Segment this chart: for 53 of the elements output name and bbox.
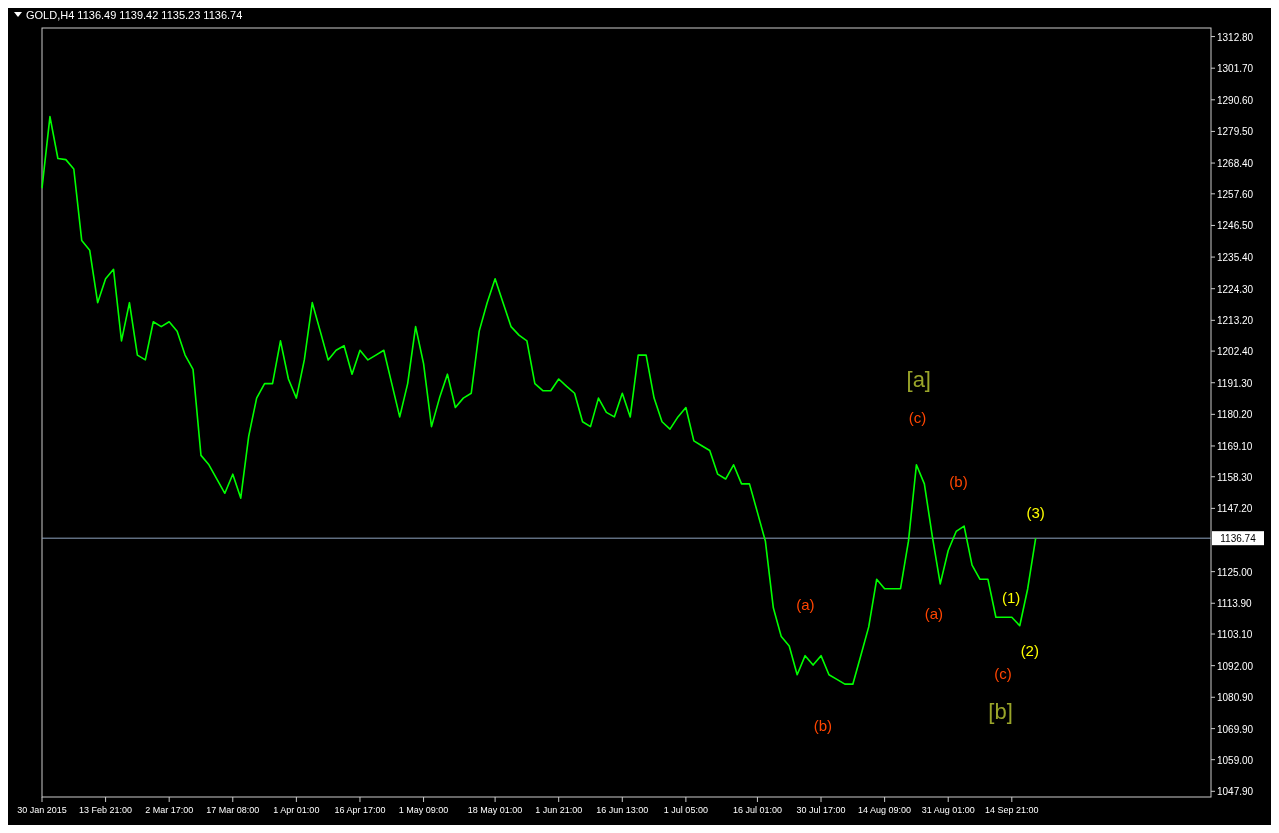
annotation: [a]: [906, 366, 931, 392]
y-tick-label: 1301.70: [1217, 63, 1254, 75]
annotation: (b): [949, 473, 968, 491]
ref-line-label: 1136.74: [1220, 533, 1257, 545]
x-tick-label: 1 Jun 21:00: [535, 805, 583, 815]
chart-title: GOLD,H4 1136.49 1139.42 1135.23 1136.74: [26, 9, 243, 21]
x-tick-label: 13 Feb 21:00: [79, 805, 133, 815]
y-tick-label: 1312.80: [1217, 31, 1254, 43]
annotation: (b): [813, 716, 833, 734]
y-tick-label: 1113.90: [1217, 598, 1253, 610]
annotation: (3): [1026, 503, 1045, 521]
x-tick-label: 30 Jan 2015: [17, 805, 67, 815]
y-tick-label: 1059.00: [1217, 754, 1254, 766]
y-tick-label: 1092.00: [1217, 660, 1254, 672]
x-tick-label: 16 Apr 17:00: [334, 805, 386, 815]
annotation: (a): [796, 596, 815, 614]
x-tick-label: 2 Mar 17:00: [145, 805, 194, 815]
annotation: (1): [1001, 588, 1021, 606]
y-tick-label: 1257.60: [1217, 188, 1254, 200]
y-tick-label: 1191.30: [1217, 377, 1253, 389]
y-tick-label: 1224.30: [1217, 283, 1254, 295]
annotation: (c): [908, 409, 927, 427]
annotation: (2): [1020, 641, 1039, 659]
x-tick-label: 18 May 01:00: [467, 805, 523, 815]
y-tick-label: 1047.90: [1217, 786, 1254, 798]
y-tick-label: 1235.40: [1217, 252, 1254, 264]
x-tick-label: 1 May 09:00: [398, 805, 449, 815]
y-tick-label: 1246.50: [1217, 220, 1254, 232]
x-tick-label: 30 Jul 17:00: [796, 805, 846, 815]
x-tick-label: 14 Aug 09:00: [858, 805, 912, 815]
x-tick-label: 1 Jul 05:00: [663, 805, 708, 815]
y-tick-label: 1069.90: [1217, 723, 1254, 735]
x-tick-label: 16 Jun 13:00: [596, 805, 649, 815]
x-tick-label: 14 Sep 21:00: [985, 805, 1039, 815]
y-tick-label: 1290.60: [1217, 94, 1254, 106]
y-tick-label: 1169.10: [1217, 440, 1253, 452]
x-tick-label: 17 Mar 08:00: [206, 805, 260, 815]
y-tick-label: 1147.20: [1217, 503, 1253, 515]
y-tick-label: 1268.40: [1217, 158, 1254, 170]
annotation: [b]: [988, 698, 1013, 724]
y-tick-label: 1080.90: [1217, 692, 1254, 704]
y-tick-label: 1158.30: [1217, 471, 1253, 483]
y-tick-label: 1103.10: [1217, 629, 1253, 641]
x-tick-label: 1 Apr 01:00: [273, 805, 320, 815]
x-tick-label: 31 Aug 01:00: [921, 805, 975, 815]
annotation: (a): [924, 605, 944, 623]
x-tick-label: 16 Jul 01:00: [732, 805, 782, 815]
y-tick-label: 1125.00: [1217, 566, 1253, 578]
annotation: (c): [994, 665, 1012, 683]
y-tick-label: 1202.40: [1217, 346, 1254, 358]
y-tick-label: 1279.50: [1217, 126, 1254, 138]
y-tick-label: 1180.20: [1217, 409, 1253, 421]
y-tick-label: 1213.20: [1217, 315, 1254, 327]
